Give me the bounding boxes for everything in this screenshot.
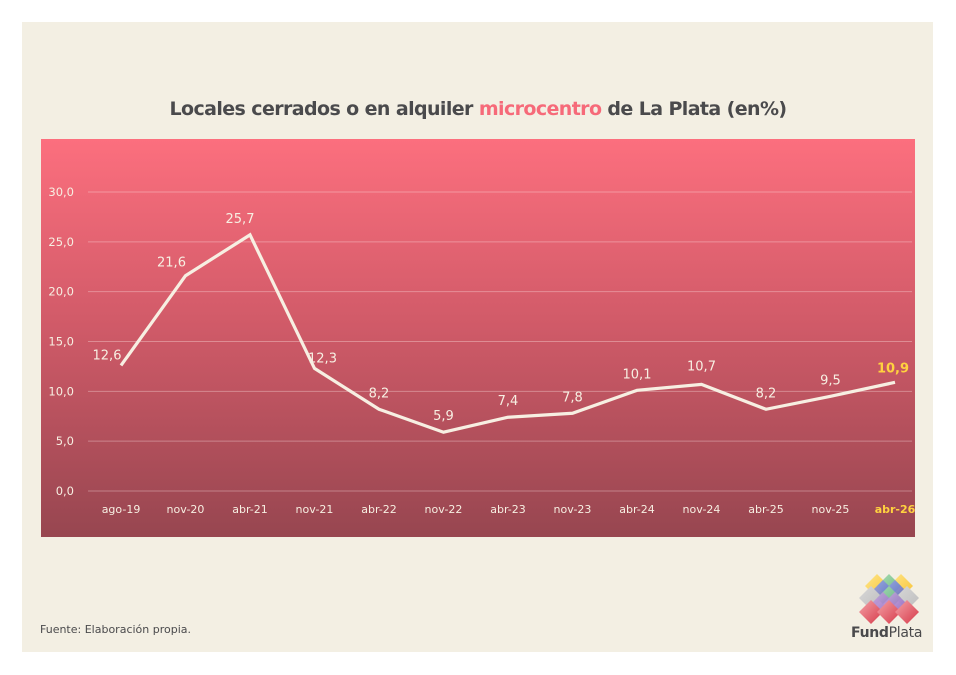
data-label: 10,1 xyxy=(623,367,652,382)
logo-text-regular: Plata xyxy=(888,625,923,641)
data-label: 25,7 xyxy=(226,212,255,227)
x-tick-label: abr-23 xyxy=(490,503,526,516)
x-tick-label: ago-19 xyxy=(102,503,141,516)
x-tick-label: nov-25 xyxy=(812,503,850,516)
plot-area-background xyxy=(41,139,915,537)
gridlines xyxy=(88,191,912,492)
x-tick-label: nov-22 xyxy=(425,503,463,516)
y-tick-label: 10,0 xyxy=(48,384,74,398)
series-line-layer xyxy=(119,232,896,434)
logo-text-bold: Fund xyxy=(851,625,889,641)
x-tick-label: nov-24 xyxy=(683,503,721,516)
data-label: 21,6 xyxy=(157,256,186,271)
x-tick-label: nov-23 xyxy=(554,503,592,516)
y-tick-label: 30,0 xyxy=(48,185,74,199)
data-label: 8,2 xyxy=(369,386,390,401)
data-label: 7,8 xyxy=(562,390,583,405)
y-tick-label: 15,0 xyxy=(48,335,74,349)
y-tick-label: 0,0 xyxy=(56,484,74,498)
data-label: 8,2 xyxy=(756,386,777,401)
y-tick-label: 25,0 xyxy=(48,235,74,249)
fundplata-logo-icon xyxy=(859,574,919,624)
title-part-before: Locales cerrados o en alquiler xyxy=(169,98,479,120)
data-label: 10,7 xyxy=(687,359,716,374)
chart-title: Locales cerrados o en alquiler microcent… xyxy=(0,98,956,120)
data-label: 5,9 xyxy=(433,409,454,424)
data-label: 12,6 xyxy=(93,348,122,363)
data-label: 10,9 xyxy=(877,361,909,376)
x-tick-label: abr-26 xyxy=(875,503,916,516)
x-axis-ticks: ago-19 nov-20 abr-21 nov-21 abr-22 nov-22 abr-… xyxy=(102,503,916,516)
y-tick-label: 20,0 xyxy=(48,285,74,299)
x-tick-label: abr-24 xyxy=(619,503,655,516)
x-tick-label: abr-21 xyxy=(232,503,268,516)
logo-wordmark: FundPlata xyxy=(851,625,922,641)
title-highlight: microcentro xyxy=(478,98,602,120)
x-tick-label: abr-22 xyxy=(361,503,397,516)
data-label: 9,5 xyxy=(820,373,841,388)
title-part-after: de La Plata (en%) xyxy=(601,98,787,120)
x-tick-label: nov-20 xyxy=(167,503,205,516)
data-labels: 12,6 21,6 25,7 12,3 8,2 5,9 7,4 7,8 10,1 10,7 8,2 9… xyxy=(93,212,910,424)
data-label: 12,3 xyxy=(308,351,337,366)
logo-diamonds xyxy=(859,574,919,624)
data-label: 7,4 xyxy=(498,394,519,409)
x-tick-label: abr-25 xyxy=(748,503,784,516)
source-note: Fuente: Elaboración propia. xyxy=(40,623,192,636)
y-axis-ticks: 0,0 5,0 10,0 15,0 20,0 25,0 30,0 xyxy=(48,185,74,498)
x-tick-label: nov-21 xyxy=(296,503,334,516)
y-tick-label: 5,0 xyxy=(56,434,74,448)
